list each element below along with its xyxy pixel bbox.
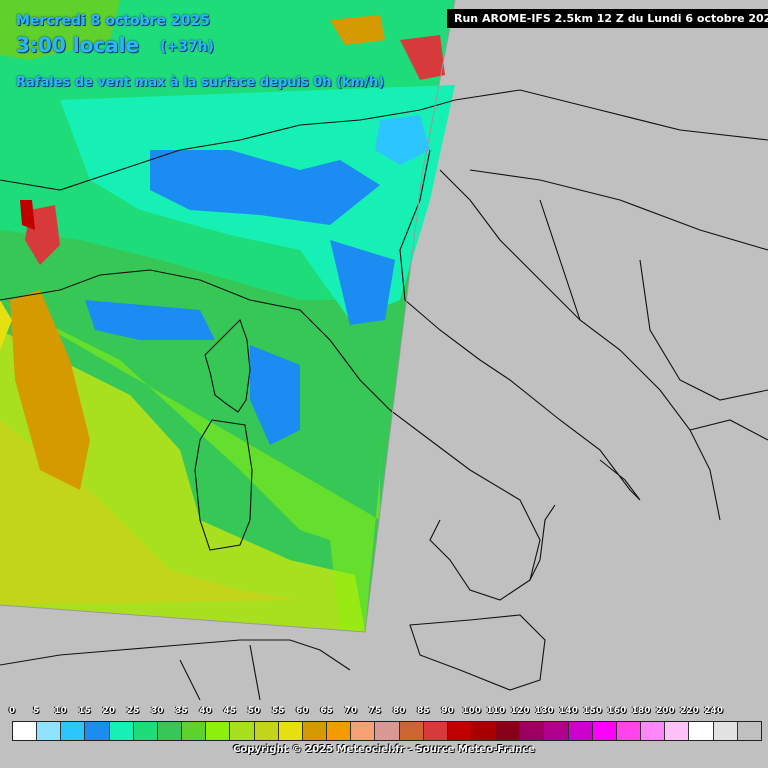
legend-labels: 0 5 10 15 20 25 30 35 40 45 50 55 60 65 70 75 80 85 90 100 1… [0,706,768,720]
legend-swatch [713,722,738,740]
legend-label: 90 [441,706,454,716]
legend-label: 70 [344,706,357,716]
legend-label: 15 [78,706,91,716]
legend-swatch [37,722,62,740]
legend-label: 20 [102,706,116,716]
legend-label: 160 [607,706,627,716]
legend-label: 150 [583,706,603,716]
legend-swatch [85,722,110,740]
forecast-time: 3:00 locale [16,33,140,57]
legend-swatch [157,722,183,740]
forecast-date: Mercredi 8 octobre 2025 [16,13,210,29]
legend-swatch [133,722,158,740]
legend-label: 85 [417,706,430,716]
copyright-text: Copyright © 2025 Meteociel.fr - Source M… [233,744,535,755]
legend-label: 30 [150,706,164,716]
legend-label: 80 [392,706,406,716]
legend-label: 220 [680,706,699,716]
legend-swatch [182,722,207,740]
run-info: Run AROME-IFS 2.5km 12 Z du Lundi 6 octo… [447,9,768,28]
legend-swatch [254,722,279,740]
legend-swatch [544,722,569,740]
legend-label: 100 [462,706,482,716]
legend-swatch [61,722,86,740]
legend-label: 25 [126,706,140,716]
legend-swatch [302,722,328,740]
legend-label: 110 [486,706,506,716]
domain-edge [0,0,456,633]
legend-swatch [447,722,472,740]
legend-swatch [109,722,134,740]
legend-label: 120 [510,706,530,716]
legend-label: 130 [534,706,554,716]
legend-label: 75 [368,706,382,716]
legend-label: 240 [704,706,724,716]
parameter-title: Rafales de vent max à la surface depuis … [16,75,385,90]
wind-gust-map [0,0,768,700]
legend-label: 50 [247,706,261,716]
coastlines-and-borders [0,89,768,700]
legend-swatch [327,722,352,740]
legend-swatch [665,722,690,740]
legend-color-bar [12,721,762,741]
legend-label: 35 [175,706,188,716]
legend-label: 55 [271,706,285,716]
legend-swatch [399,722,424,740]
legend-label: 140 [559,706,578,716]
legend-swatch [351,722,376,740]
legend-swatch [520,722,545,740]
legend-swatch [641,722,666,740]
model-field [0,0,455,632]
legend-label: 180 [631,706,651,716]
legend-swatch [592,722,617,740]
legend-swatch [423,722,448,740]
lead-time: (+37h) [160,39,214,55]
legend-label: 65 [320,706,333,716]
legend-swatch [278,722,303,740]
legend-swatch [568,722,593,740]
legend-swatch [13,722,38,740]
legend-swatch [496,722,521,740]
legend-swatch [689,722,714,740]
legend-label: 200 [655,706,675,716]
legend-label: 60 [296,706,309,716]
legend-swatch [616,722,642,740]
legend-swatch [230,722,255,740]
legend-label: 40 [199,706,212,716]
legend-swatch [737,722,761,740]
legend-label: 5 [33,706,40,716]
legend-label: 10 [54,706,67,716]
legend-swatch [206,722,231,740]
legend-swatch [375,722,400,740]
legend-swatch [471,722,497,740]
legend-label: 45 [223,706,236,716]
legend-label: 0 [8,706,16,716]
